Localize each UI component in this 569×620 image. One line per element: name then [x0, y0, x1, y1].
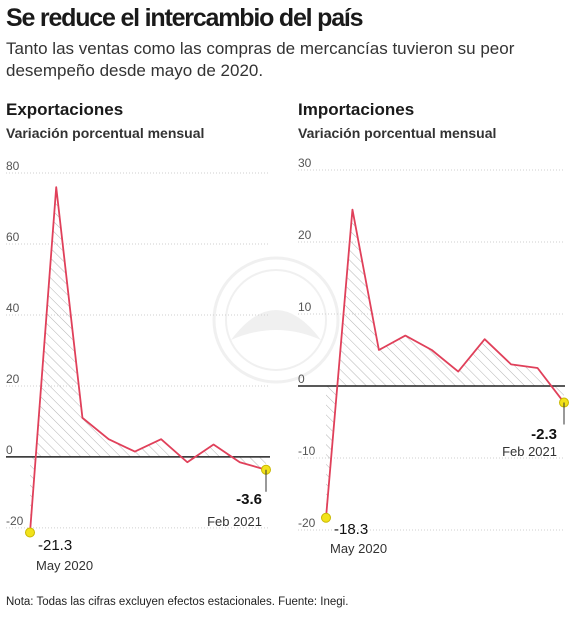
end-value-label: -3.6: [236, 491, 262, 508]
imports-panel-subtitle: Variación porcentual mensual: [298, 125, 497, 141]
y-tick-label: 40: [6, 301, 20, 315]
y-tick-label: -10: [298, 444, 316, 458]
y-tick-label: 20: [298, 228, 312, 242]
end-value-label: -2.3: [531, 426, 557, 443]
start-date-label: May 2020: [330, 541, 387, 556]
exports-chart: -20 0 20 40 60 80 -21.3 May 2020 -3.6 Feb 2021: [6, 159, 271, 573]
y-tick-label: 20: [6, 372, 20, 386]
hatched-area: [326, 209, 564, 518]
exports-panel-title: Exportaciones: [6, 100, 124, 119]
series-line: [325, 208, 565, 518]
hatched-area: [30, 187, 266, 533]
y-tick-label: -20: [6, 514, 24, 528]
start-value-label: -18.3: [334, 521, 368, 538]
y-tick-label: 10: [298, 300, 312, 314]
end-date-label: Feb 2021: [502, 444, 557, 459]
imports-panel-title: Importaciones: [298, 100, 415, 119]
series-line: [29, 186, 267, 533]
watermark-seal: [212, 256, 340, 384]
start-value-label: -21.3: [38, 537, 72, 554]
y-tick-label: 60: [6, 230, 20, 244]
footnote: Nota: Todas las cifras excluyen efectos …: [6, 596, 349, 608]
y-tick-label: 80: [6, 159, 20, 173]
end-date-label: Feb 2021: [207, 514, 262, 529]
highlight-point: [25, 527, 35, 538]
chart-title: Se reduce el intercambio del país: [6, 4, 364, 32]
start-date-label: May 2020: [36, 558, 93, 573]
exports-panel-subtitle: Variación porcentual mensual: [6, 125, 205, 141]
y-tick-label: 0: [298, 372, 305, 386]
highlight-point: [321, 512, 331, 523]
chart-subtitle: Tanto las ventas como las compras de mer…: [6, 39, 515, 80]
y-tick-label: -20: [298, 516, 316, 530]
y-tick-label: 0: [6, 443, 13, 457]
y-tick-label: 30: [298, 156, 312, 170]
